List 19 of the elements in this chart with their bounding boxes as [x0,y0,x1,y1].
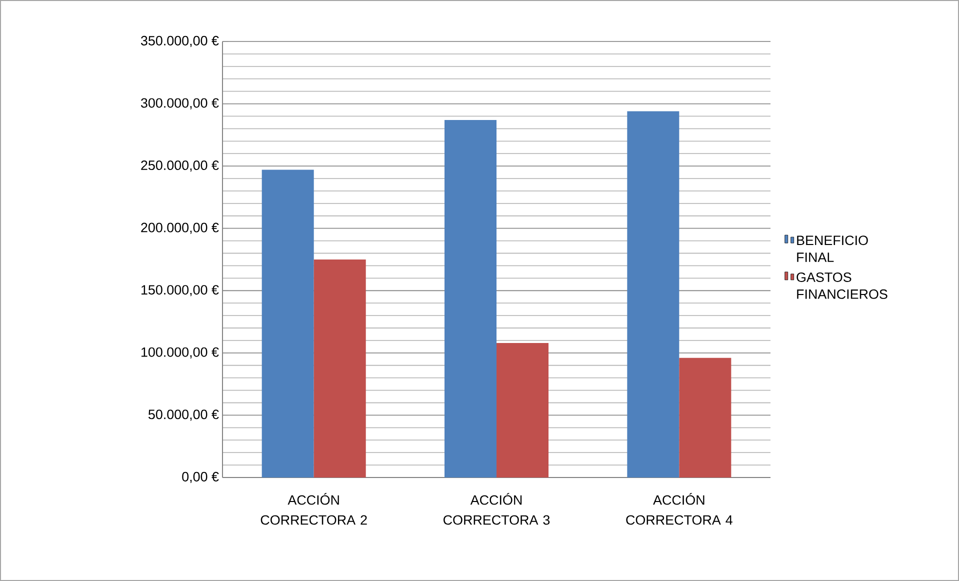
x-tick-label: ACCIÓN CORRECTORA 2 [260,492,367,525]
y-tick-label: 50.000,00 € [148,410,219,421]
x-tick-label: ACCIÓN CORRECTORA 3 [444,492,550,525]
y-tick-label: 350.000,00 € [140,36,219,48]
bar [262,170,314,478]
y-tick-label: 150.000,00 € [141,285,219,296]
legend-label: BENEFICIO FINAL [797,236,868,262]
legend-label: GASTOS FINANCIEROS [796,272,888,299]
y-tick-label: 300.000,00 € [140,98,219,110]
bar [679,358,732,478]
bar [314,259,366,478]
y-tick-label: 100.000,00 € [141,347,219,358]
bar [496,342,549,478]
x-tick-label: ACCIÓN CORRECTORA 4 [626,492,732,525]
y-tick-label: 250.000,00 € [141,160,219,172]
bar [627,111,680,478]
bar [444,120,497,478]
y-tick-label: 0,00 € [182,472,219,484]
y-tick-label: 200.000,00 € [141,222,219,234]
